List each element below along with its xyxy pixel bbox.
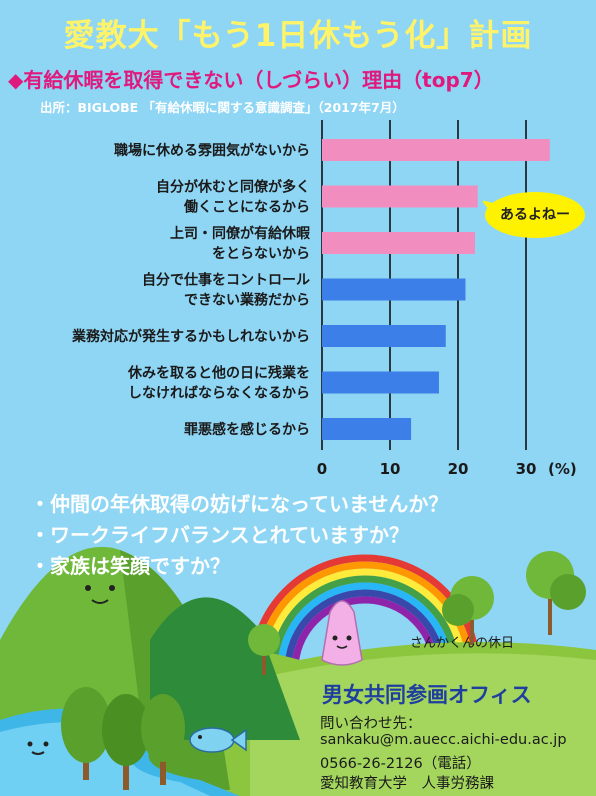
category-label: 業務対応が発生するかもしれないから — [71, 328, 310, 345]
office-name: 男女共同参画オフィス — [322, 683, 532, 707]
bullet-item: ・仲間の年休取得の妨げになっていませんか？ — [30, 492, 449, 516]
bar-chart: 職場に休める雰囲気がないから自分が休むと同僚が多く働くことになるから上司・同僚が… — [71, 120, 577, 478]
category-label: 上司・同僚が有給休暇 — [170, 225, 310, 242]
trees-left — [61, 687, 185, 790]
bar — [322, 185, 478, 208]
tick-label: 30 — [516, 460, 537, 478]
category-label: しなければならなくなるから — [128, 386, 310, 402]
bar — [322, 232, 475, 254]
chart-subtitle: ◆有給休暇を取得できない（しづらい）理由（top7） — [8, 68, 494, 92]
bullet-item: ・ワークライフバランスとれていますか？ — [30, 523, 409, 547]
unit-label: (%) — [548, 460, 577, 478]
page-title: 愛教大「もう1日休もう化」計画 — [63, 18, 533, 54]
chart-category-labels: 職場に休める雰囲気がないから自分が休むと同僚が多く働くことになるから上司・同僚が… — [71, 142, 310, 438]
bar — [322, 278, 466, 301]
bar — [322, 418, 412, 440]
trees-right — [248, 551, 586, 675]
bullet-item: ・家族は笑顔ですか？ — [30, 554, 230, 578]
speech-bubble — [483, 192, 585, 238]
mascot-sankakun — [321, 600, 363, 666]
category-label: 休みを取ると他の日に残業を — [127, 365, 310, 382]
tick-label: 10 — [380, 460, 401, 478]
category-label: 自分で仕事をコントロール — [142, 272, 310, 289]
fish — [189, 727, 235, 753]
landscape-illustration — [0, 546, 596, 796]
category-label: できない業務だから — [184, 292, 310, 309]
category-label: 職場に休める雰囲気がないから — [114, 142, 310, 159]
contact-organization: 愛知教育大学 人事労務課 — [320, 776, 494, 792]
tick-label: 20 — [448, 460, 469, 478]
contact-phone: 0566-26-2126（電話） — [320, 756, 481, 772]
category-label: 自分が休むと同僚が多く — [156, 179, 310, 196]
contact-heading: 問い合わせ先： — [320, 716, 422, 732]
chart-tick-labels: 0 10 20 30 (%) — [317, 460, 577, 478]
chart-bars — [322, 139, 550, 440]
bar — [322, 139, 550, 161]
speech-bubble-text: あるよねー — [500, 207, 570, 223]
bar — [322, 325, 446, 347]
mascot-caption: さんかくんの休日 — [410, 636, 515, 651]
category-label: 働くことになるから — [183, 199, 310, 216]
tick-label: 0 — [317, 460, 327, 478]
contact-email[interactable]: sankaku@m.auecc.aichi-edu.ac.jp — [320, 732, 567, 748]
category-label: をとらないから — [212, 246, 310, 262]
bar — [322, 371, 439, 394]
source-note: 出所：BIGLOBE 「有給休暇に関する意識調査」（2017年7月） — [40, 100, 405, 115]
category-label: 罪悪感を感じるから — [184, 421, 310, 438]
